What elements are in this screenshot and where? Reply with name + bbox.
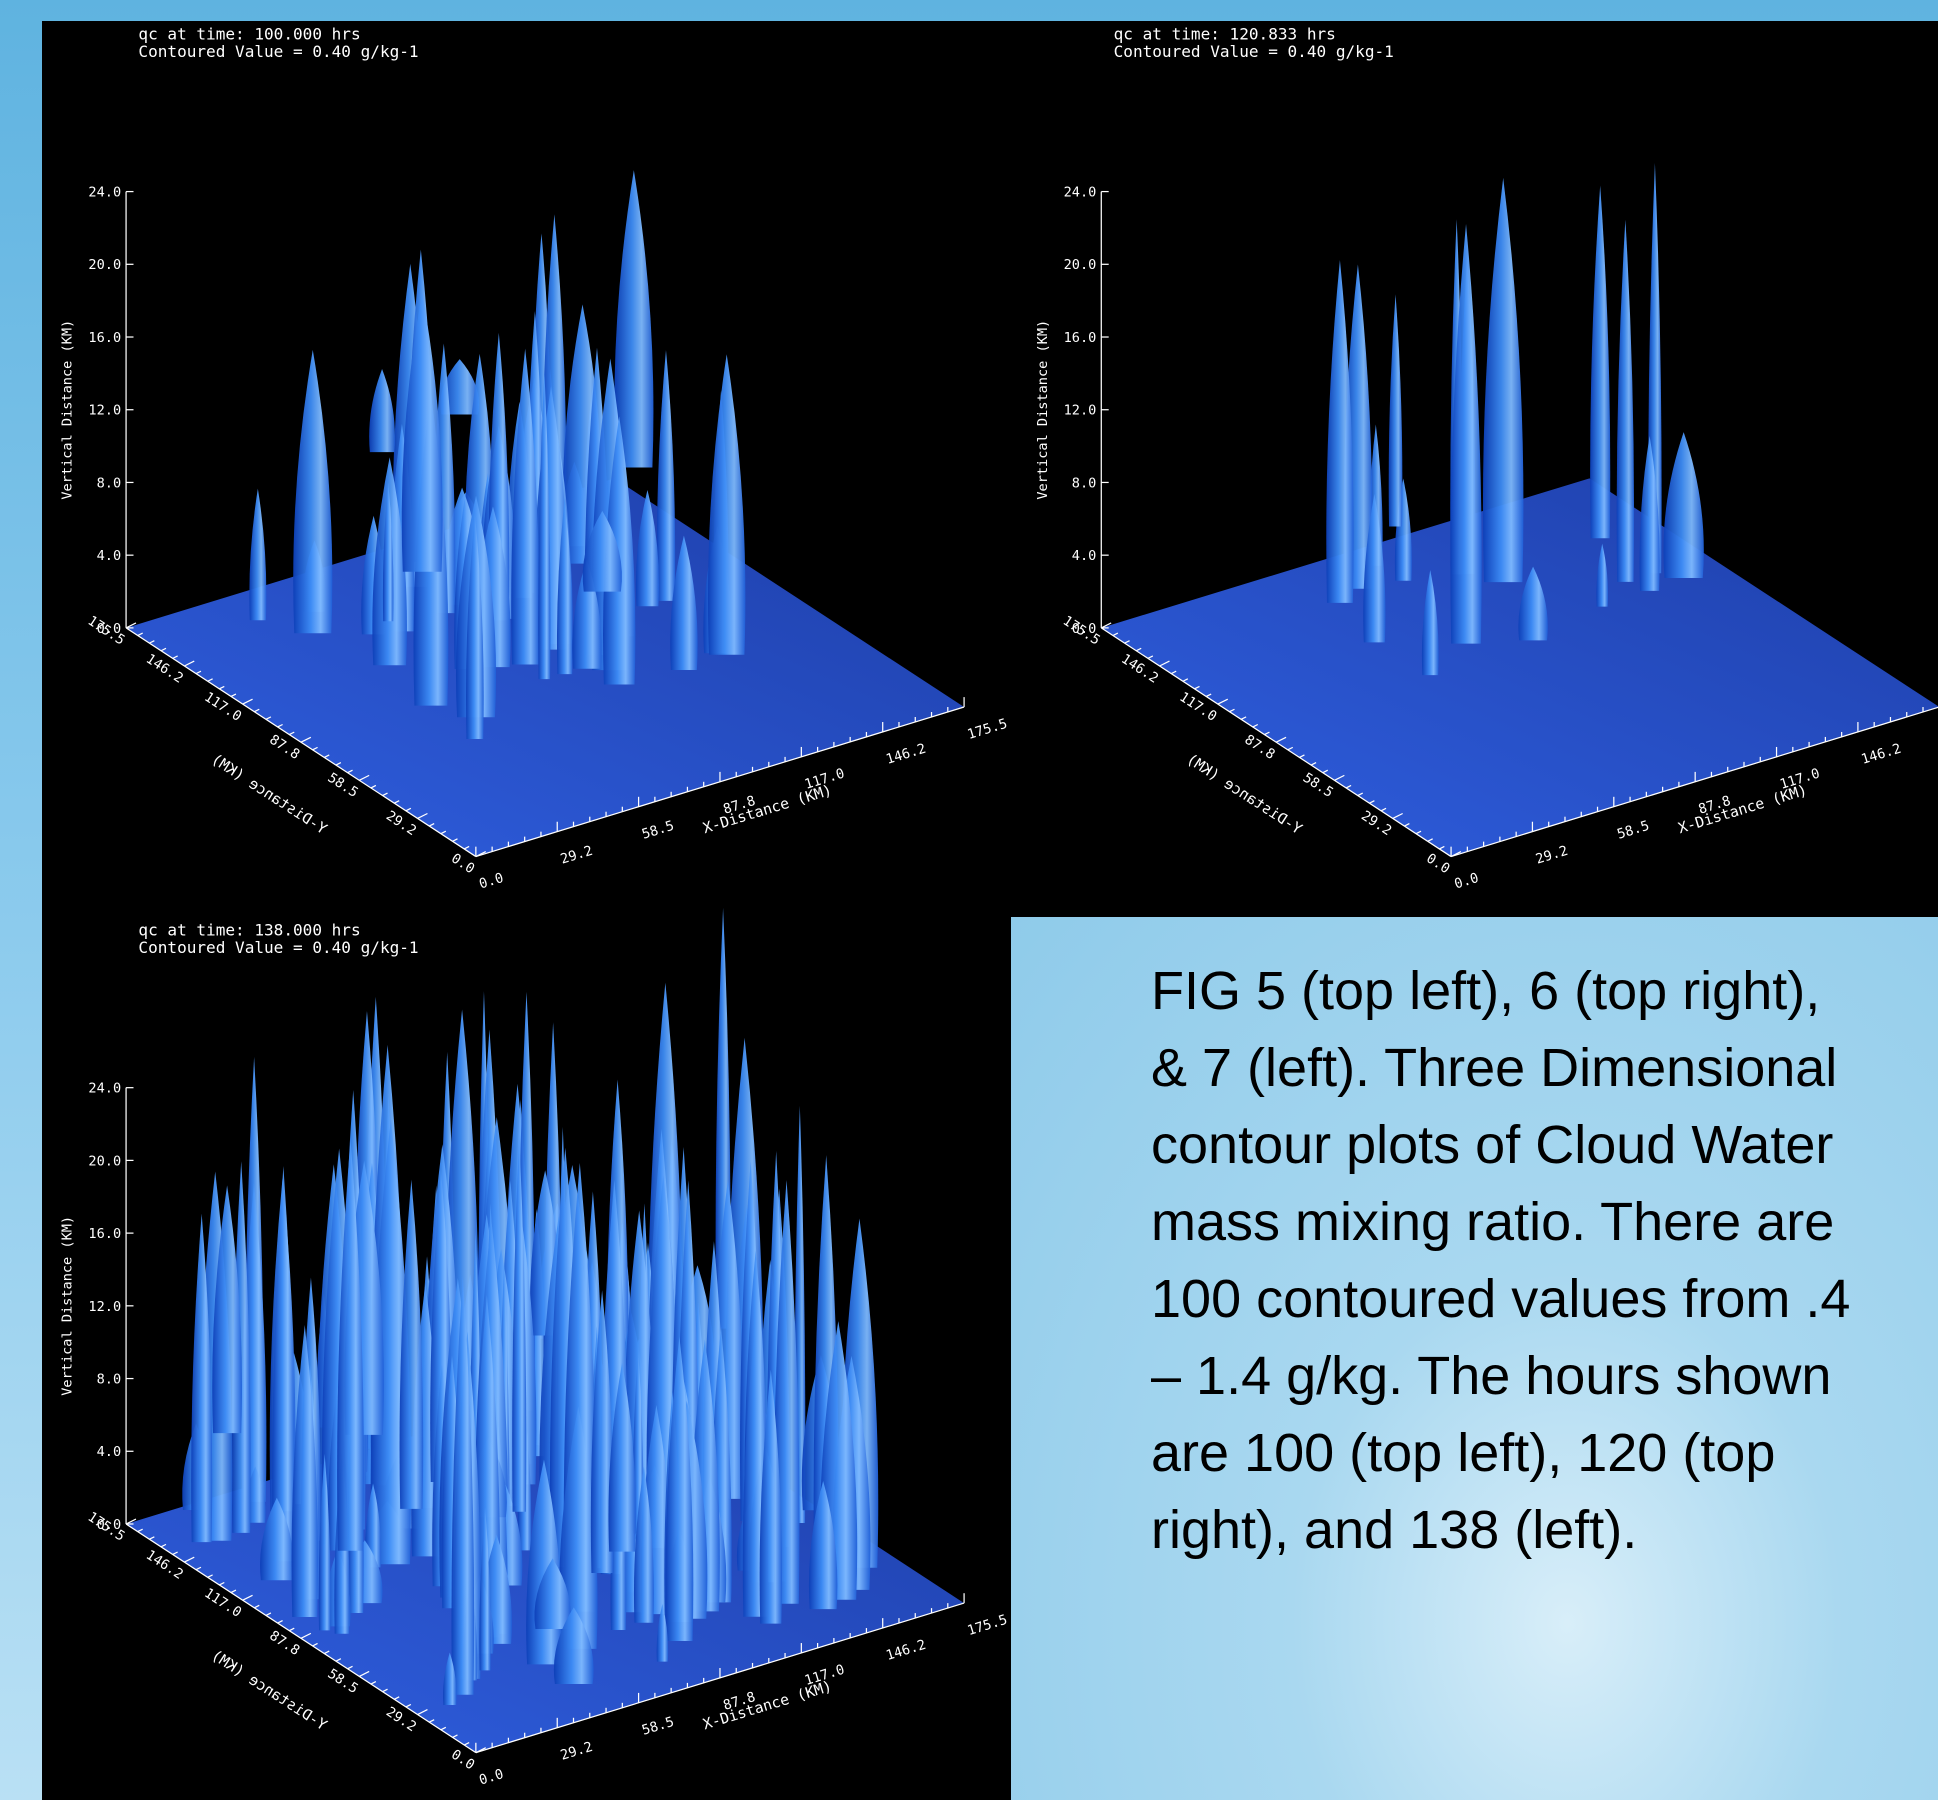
- panel-title: qc at time: 120.833 hrs: [1114, 25, 1336, 44]
- panel-subtitle: Contoured Value = 0.40 g/kg-1: [138, 938, 418, 957]
- z-tick-label: 8.0: [1072, 475, 1097, 491]
- z-tick-label: 12.0: [88, 403, 121, 419]
- z-tick-label: 24.0: [1064, 185, 1097, 201]
- caption-box: FIG 5 (top left), 6 (top right), & 7 (le…: [1011, 917, 1938, 1800]
- z-tick-label: 8.0: [97, 475, 122, 491]
- z-tick-label: 20.0: [1064, 257, 1097, 273]
- z-tick-label: 12.0: [1064, 403, 1097, 419]
- z-axis-label: Vertical Distance (KM): [1035, 320, 1051, 500]
- z-axis-label: Vertical Distance (KM): [60, 320, 76, 500]
- z-tick-label: 4.0: [97, 548, 122, 564]
- caption: FIG 5 (top left), 6 (top right), & 7 (le…: [1151, 953, 1851, 1569]
- z-tick-label: 12.0: [88, 1299, 121, 1315]
- z-tick-label: 4.0: [1072, 548, 1097, 564]
- z-tick-label: 20.0: [88, 257, 121, 273]
- z-tick-label: 20.0: [88, 1153, 121, 1169]
- panel-title: qc at time: 138.000 hrs: [138, 921, 360, 940]
- z-tick-label: 24.0: [88, 1081, 121, 1097]
- z-tick-label: 4.0: [97, 1444, 122, 1460]
- page: {"panels": [ {"title": "qc at time: 100.…: [0, 0, 1938, 1800]
- z-tick-label: 16.0: [88, 1226, 121, 1242]
- panel-subtitle: Contoured Value = 0.40 g/kg-1: [138, 42, 418, 61]
- z-tick-label: 16.0: [88, 330, 121, 346]
- z-tick-label: 16.0: [1064, 330, 1097, 346]
- z-tick-label: 8.0: [97, 1371, 122, 1387]
- panel-subtitle: Contoured Value = 0.40 g/kg-1: [1114, 42, 1394, 61]
- panel-title: qc at time: 100.000 hrs: [138, 25, 360, 44]
- z-tick-label: 24.0: [88, 185, 121, 201]
- z-axis-label: Vertical Distance (KM): [60, 1216, 76, 1396]
